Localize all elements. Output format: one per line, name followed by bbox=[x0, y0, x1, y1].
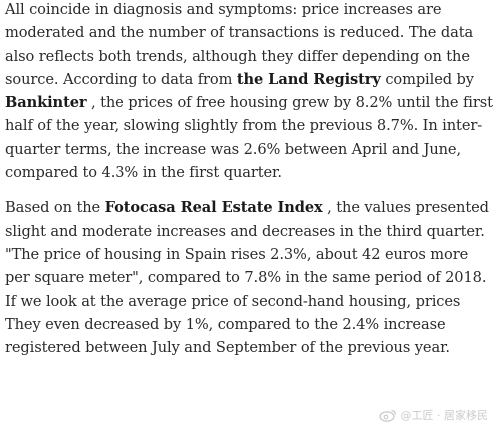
source-bankinter: Bankinter bbox=[5, 94, 87, 112]
source-land-registry: the Land Registry bbox=[236, 70, 381, 88]
paragraph-text: All coincide in diagnosis and symptoms: … bbox=[5, 1, 474, 88]
watermark: @工匠 · 居家移民 bbox=[378, 407, 489, 423]
paragraph-text: Based on the bbox=[5, 199, 105, 217]
paragraph-diagnosis: All coincide in diagnosis and symptoms: … bbox=[5, 0, 493, 184]
paragraph-text: , the prices of free housing grew by 8.2… bbox=[5, 94, 493, 182]
watermark-text: @工匠 · 居家移民 bbox=[400, 409, 489, 422]
paragraph-fotocasa: Based on the Fotocasa Real Estate Index … bbox=[5, 196, 493, 359]
source-fotocasa-index: Fotocasa Real Estate Index bbox=[104, 199, 323, 217]
paragraph-text: , the values presented slight and modera… bbox=[5, 199, 489, 357]
article-body: All coincide in diagnosis and symptoms: … bbox=[5, 0, 493, 359]
paragraph-text: compiled by bbox=[380, 70, 474, 88]
weibo-logo-icon bbox=[378, 408, 397, 422]
